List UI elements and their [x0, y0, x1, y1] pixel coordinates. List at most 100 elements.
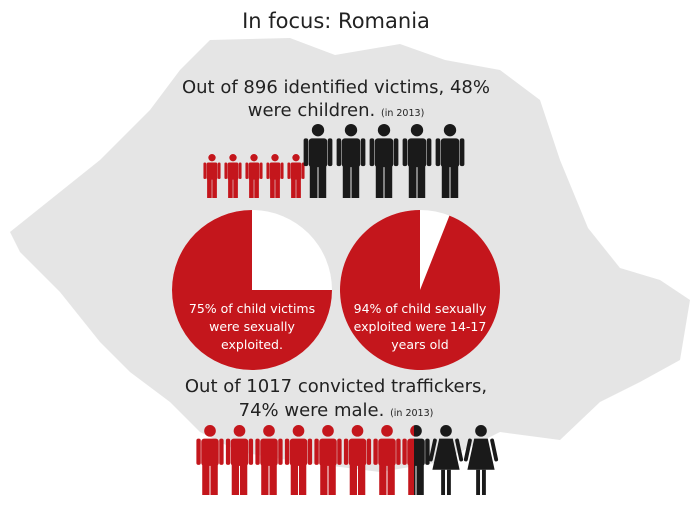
- arm: [248, 438, 254, 465]
- note: (in 2013): [381, 108, 424, 119]
- pie-label: exploited were 14-17: [354, 319, 487, 334]
- leg: [357, 463, 366, 495]
- arm: [280, 162, 284, 180]
- head: [414, 425, 422, 437]
- person-icon: [369, 124, 399, 198]
- traffickers-line2: 74% were male. (in 2013): [239, 400, 434, 421]
- arm: [301, 162, 305, 180]
- arm: [217, 162, 221, 180]
- person-icon: [435, 124, 465, 198]
- leg: [261, 463, 269, 495]
- traffickers-line1: Out of 1017 convicted traffickers,: [185, 376, 487, 397]
- body: [308, 138, 328, 168]
- leg: [450, 165, 459, 198]
- body: [467, 438, 495, 470]
- arm: [396, 438, 401, 465]
- arm: [225, 438, 231, 465]
- body: [378, 438, 396, 466]
- leg: [298, 463, 307, 495]
- arm: [307, 438, 313, 465]
- leg: [408, 463, 414, 495]
- body: [269, 162, 281, 180]
- head: [292, 425, 305, 437]
- arm: [426, 138, 432, 167]
- leg: [270, 178, 275, 198]
- arm: [343, 438, 349, 465]
- leg: [417, 165, 426, 198]
- arm: [402, 138, 408, 167]
- arm: [303, 138, 309, 167]
- body: [440, 138, 460, 168]
- arm: [425, 438, 430, 465]
- leg: [296, 178, 301, 198]
- body: [319, 438, 337, 466]
- leg: [309, 165, 318, 198]
- head: [322, 425, 334, 437]
- person-icon: [402, 124, 432, 198]
- body: [348, 438, 367, 466]
- body: [407, 138, 427, 168]
- leg: [269, 463, 277, 495]
- person-icon: [373, 425, 401, 495]
- person-icon: [402, 425, 414, 495]
- leg: [254, 178, 259, 198]
- pie-slice: [172, 210, 332, 370]
- body: [341, 138, 361, 168]
- person-icon: [303, 124, 333, 198]
- leg: [441, 165, 450, 198]
- body: [432, 438, 460, 470]
- person-icon: [255, 425, 283, 495]
- pie-label: years old: [391, 337, 448, 352]
- head: [344, 124, 358, 137]
- person-icon: [245, 154, 263, 198]
- head: [204, 425, 216, 437]
- icons: [196, 124, 499, 495]
- leg: [239, 463, 248, 495]
- head: [311, 124, 325, 137]
- head: [208, 154, 216, 162]
- arm: [255, 438, 260, 465]
- arm: [402, 438, 407, 465]
- arm: [203, 162, 207, 180]
- arm: [337, 438, 342, 465]
- pie-label: 94% of child sexually: [354, 301, 487, 316]
- arm: [327, 138, 333, 167]
- head: [443, 124, 457, 137]
- body: [248, 162, 260, 180]
- leg: [291, 178, 296, 198]
- leg: [212, 178, 217, 198]
- note: (in 2013): [390, 408, 433, 419]
- text: 74% were male.: [239, 400, 385, 421]
- arm: [369, 138, 375, 167]
- leg: [228, 178, 233, 198]
- head: [475, 425, 487, 437]
- leg: [210, 463, 218, 495]
- arm: [219, 438, 224, 465]
- person-icon: [224, 154, 242, 198]
- leg: [249, 178, 254, 198]
- leg: [290, 463, 299, 495]
- victims-line1: Out of 896 identified victims, 48%: [182, 77, 490, 98]
- arm: [455, 438, 464, 462]
- body: [227, 162, 239, 180]
- arm: [490, 438, 499, 462]
- arm: [366, 438, 372, 465]
- arm: [278, 438, 283, 465]
- body: [290, 162, 302, 180]
- leg: [342, 165, 351, 198]
- arm: [336, 138, 342, 167]
- person-icon: [196, 425, 224, 495]
- person-icon: [225, 425, 254, 495]
- body: [260, 438, 278, 466]
- head: [292, 154, 300, 162]
- pie-slice: [339, 210, 500, 371]
- arm: [284, 438, 290, 465]
- leg: [446, 469, 451, 495]
- head: [410, 425, 414, 437]
- leg: [481, 469, 486, 495]
- body: [374, 138, 394, 168]
- arm: [224, 162, 228, 180]
- head: [381, 425, 393, 437]
- leg: [320, 463, 328, 495]
- leg: [476, 469, 481, 495]
